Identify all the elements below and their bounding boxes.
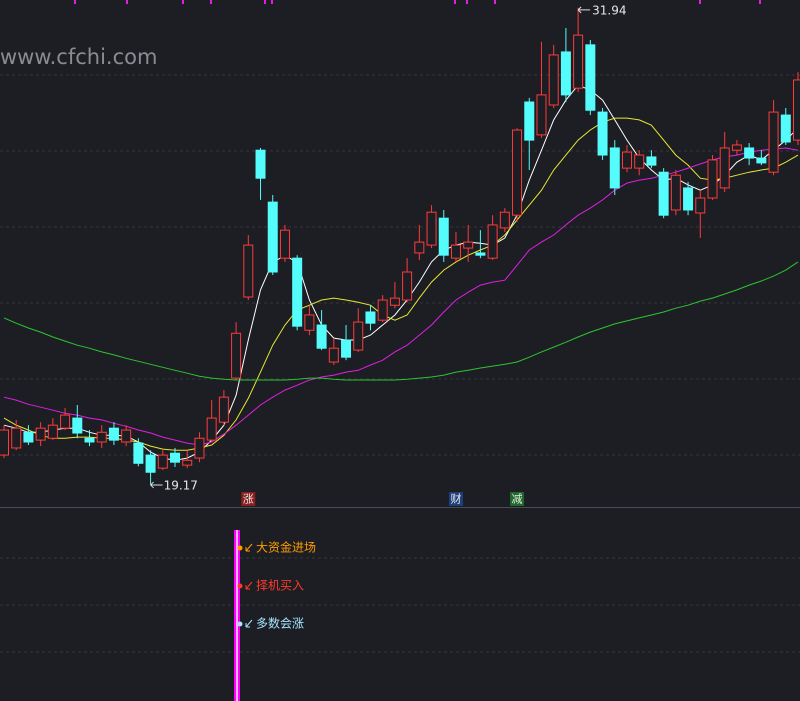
candle-body <box>707 159 718 199</box>
candle-body <box>744 147 755 159</box>
candle-body <box>731 144 742 151</box>
candle-body <box>23 431 34 443</box>
candle-body <box>621 151 632 169</box>
candle-body <box>670 174 681 211</box>
signal-bar-core <box>236 530 238 701</box>
candle-body <box>646 156 657 166</box>
candle-body <box>609 147 620 189</box>
low-label: 19.17 <box>164 478 198 492</box>
candle-body <box>133 442 144 464</box>
candle-body <box>560 51 571 96</box>
candle-body <box>11 427 22 449</box>
candle-body <box>304 314 315 331</box>
candle-body <box>218 396 229 423</box>
candle-body <box>279 229 290 259</box>
candle-body <box>768 111 779 173</box>
candle-body <box>255 149 266 179</box>
label-dot <box>237 583 243 589</box>
top-markers <box>74 0 761 4</box>
candle-body <box>780 114 791 143</box>
signal-tag-bg <box>241 492 256 506</box>
candle-body <box>243 244 254 298</box>
candle-body <box>414 241 425 254</box>
signal-tag-bg <box>510 492 525 506</box>
high-arrow <box>577 6 591 14</box>
candle-body <box>35 427 46 441</box>
grid <box>0 74 800 653</box>
candle-body <box>499 211 510 229</box>
candle-body <box>145 454 156 473</box>
watermark: www.cfchi.com <box>0 45 157 69</box>
signal-tag: 涨 <box>243 493 254 506</box>
candle-body <box>512 129 523 216</box>
label-dot <box>237 621 243 627</box>
high-label: 31.94 <box>592 3 626 17</box>
candle-body <box>585 44 596 111</box>
candle-body <box>267 201 278 273</box>
candle-body <box>524 101 535 141</box>
candle-body <box>450 244 461 259</box>
label-dot <box>237 545 243 551</box>
candle-body <box>597 111 608 156</box>
candle-body <box>365 311 376 324</box>
candle-body <box>719 147 730 189</box>
panel-label: 大资金进场 <box>256 540 316 555</box>
candle-body <box>377 299 388 321</box>
signal-tag: 财 <box>450 492 461 506</box>
panel-label: 多数会涨 <box>256 616 304 631</box>
candle-body <box>487 224 498 259</box>
candle-body <box>47 424 58 439</box>
panel-label: 择机买入 <box>256 579 304 593</box>
ma-line <box>3 117 799 451</box>
candle-body <box>536 94 547 136</box>
candle-body <box>84 437 95 443</box>
candle-body <box>793 79 800 141</box>
signal-tag: 减 <box>512 493 523 506</box>
candle-body <box>231 332 242 379</box>
candle-body <box>475 252 486 256</box>
candle-body <box>573 34 584 89</box>
candle-body <box>353 321 364 351</box>
candle-body <box>634 154 645 169</box>
candle-body <box>170 452 181 463</box>
candle-body <box>194 437 205 459</box>
signal-tag-bg <box>448 492 463 506</box>
ma-line <box>3 261 799 381</box>
candle-body <box>0 429 9 456</box>
candle-body <box>108 427 119 441</box>
candle-body <box>182 459 193 466</box>
candle-body <box>402 271 413 301</box>
candle-body <box>328 347 339 363</box>
candle-body <box>426 211 437 246</box>
candle-body <box>316 324 327 349</box>
label-arrow <box>245 581 253 590</box>
candle-body <box>121 429 132 443</box>
candle-body <box>463 241 474 249</box>
candle-body <box>548 54 559 106</box>
candle-body <box>341 339 352 358</box>
candle-body <box>206 417 217 441</box>
low-arrow <box>150 481 163 489</box>
candle-body <box>695 197 706 214</box>
candle-body <box>60 414 71 429</box>
candle-body <box>658 171 669 216</box>
candle-body <box>756 157 767 164</box>
candle-body <box>438 217 449 256</box>
label-arrow <box>245 619 253 628</box>
candle-body <box>292 257 303 327</box>
candle-body <box>389 297 400 306</box>
candle-body <box>72 417 83 434</box>
candle-body <box>683 187 694 211</box>
candle-body <box>96 431 107 443</box>
label-arrow <box>245 543 253 552</box>
candle-body <box>157 454 168 469</box>
